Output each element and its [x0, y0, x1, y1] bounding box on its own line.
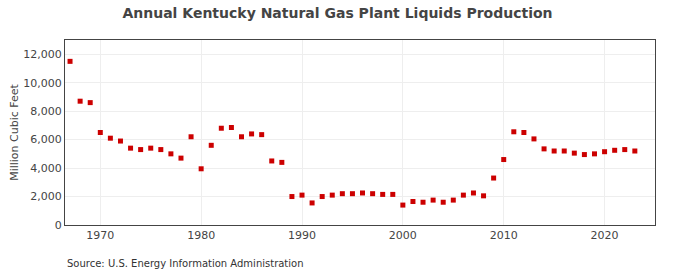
svg-text:2010: 2010 — [490, 229, 518, 242]
svg-text:12,000: 12,000 — [23, 48, 62, 61]
svg-text:6,000: 6,000 — [30, 133, 62, 146]
svg-text:1970: 1970 — [86, 229, 114, 242]
svg-text:1990: 1990 — [288, 229, 316, 242]
svg-text:2020: 2020 — [591, 229, 619, 242]
svg-text:Source: U.S. Energy Informatio: Source: U.S. Energy Information Administ… — [67, 258, 304, 269]
svg-text:Million Cubic Feet: Million Cubic Feet — [8, 83, 21, 180]
svg-text:2000: 2000 — [389, 229, 417, 242]
svg-text:8,000: 8,000 — [30, 105, 62, 118]
svg-text:1980: 1980 — [187, 229, 215, 242]
svg-text:4,000: 4,000 — [30, 162, 62, 175]
svg-text:0: 0 — [55, 219, 62, 232]
svg-text:10,000: 10,000 — [23, 77, 62, 90]
svg-text:2,000: 2,000 — [30, 190, 62, 203]
svg-text:Annual Kentucky Natural Gas Pl: Annual Kentucky Natural Gas Plant Liquid… — [122, 5, 552, 21]
